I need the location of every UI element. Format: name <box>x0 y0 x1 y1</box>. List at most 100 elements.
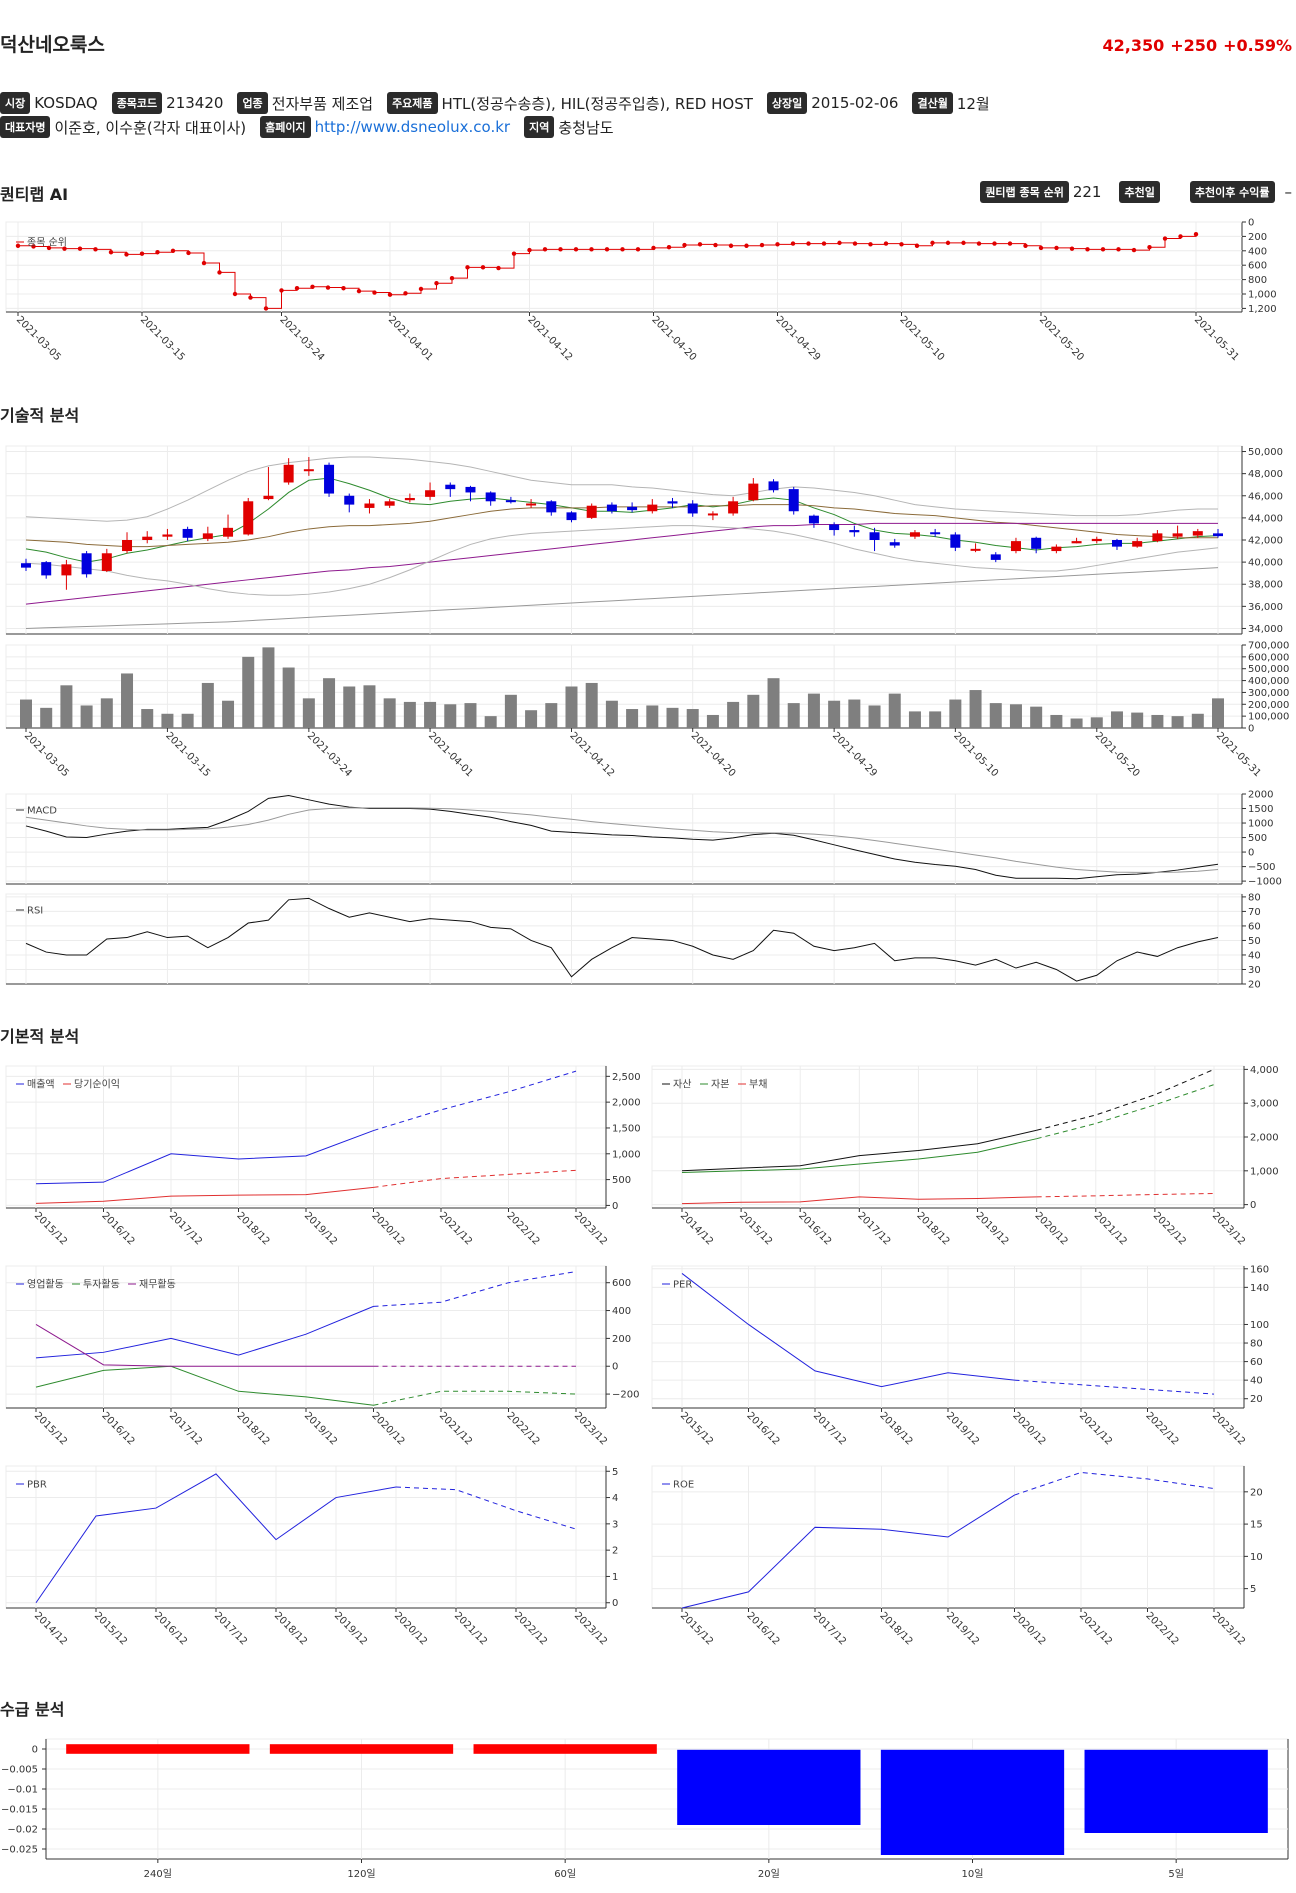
y-tick-label: 30 <box>1248 965 1261 976</box>
balance-series-estimate <box>1036 1068 1215 1131</box>
volume-bar <box>525 710 538 728</box>
candle-body <box>303 469 314 472</box>
candle-body <box>1051 546 1062 552</box>
candle-body <box>586 505 597 518</box>
rank-point <box>263 306 269 311</box>
y-tick-label: 1500 <box>1248 804 1273 815</box>
x-tick-label: 2021-04-01 <box>426 730 475 779</box>
volume-bar <box>1131 712 1144 728</box>
x-tick-label: 2014/12 <box>678 1210 715 1247</box>
volume-bar <box>242 656 255 728</box>
per-series-line <box>681 1273 1015 1388</box>
candle-body <box>1152 533 1163 542</box>
y-tick-label: 1,500 <box>612 1123 641 1134</box>
rank-point <box>1147 245 1152 250</box>
x-tick-label: 2021-04-20 <box>689 730 738 779</box>
candle-body <box>788 489 799 512</box>
x-tick-label: 2021-05-31 <box>1192 314 1241 363</box>
candle-body <box>1091 538 1102 542</box>
y-tick-label: −0.025 <box>1 1845 38 1856</box>
volume-bar <box>605 700 618 728</box>
x-tick-label: 2021-04-20 <box>649 314 698 363</box>
volume-bar <box>20 699 32 728</box>
cashflow-series-line <box>35 1365 374 1406</box>
homepage-badge: 홈페이지 <box>260 116 311 138</box>
y-tick-label: 500 <box>612 1175 631 1186</box>
x-tick-label: 10일 <box>962 1868 984 1880</box>
region-badge: 지역 <box>524 116 555 138</box>
volume-bar <box>1050 714 1063 728</box>
x-tick-label: 60일 <box>554 1868 576 1880</box>
supply-bar <box>1084 1749 1268 1833</box>
x-tick-label: 2017/12 <box>811 1410 848 1447</box>
x-tick-label: 2020/12 <box>1033 1210 1070 1247</box>
candle-body <box>505 500 516 503</box>
cashflow-series-line <box>35 1324 374 1367</box>
rank-point <box>961 240 966 246</box>
y-tick-label: 2,000 <box>1250 1133 1279 1144</box>
supply-chart: 0 −0.005 −0.01 −0.015 −0.02 −0.025 240일 120일 60일… <box>1 1738 1289 1880</box>
x-tick-label: 2016/12 <box>796 1210 833 1247</box>
volume-bar <box>80 705 93 728</box>
y-tick-label: 0 <box>1248 218 1254 229</box>
y-tick-label: 20 <box>1250 1394 1263 1405</box>
x-tick-label: 2015/12 <box>678 1610 715 1647</box>
candle-body <box>1071 541 1082 544</box>
volume-bar <box>1191 713 1204 728</box>
x-tick-label: 2021-05-10 <box>951 730 1000 779</box>
y-tick-label: 2,500 <box>612 1072 641 1083</box>
revenue-series-line <box>35 1186 374 1204</box>
x-tick-label: 2021-04-29 <box>773 314 822 363</box>
y-tick-label: −1000 <box>1248 877 1282 888</box>
rank-point <box>1162 236 1168 241</box>
volume-bar <box>201 682 214 728</box>
candle-body <box>1192 531 1203 536</box>
legend-label: PER <box>673 1280 692 1291</box>
rank-point <box>1116 247 1121 252</box>
volume-bar <box>141 709 154 728</box>
rank-point <box>883 241 889 246</box>
candle-body <box>1010 541 1021 552</box>
candle-body <box>647 504 658 512</box>
x-tick-label: 2015/12 <box>32 1210 69 1247</box>
rank-point <box>279 288 284 293</box>
rank-point <box>139 251 145 256</box>
candle-body <box>324 464 335 494</box>
legend-label: 당기순이익 <box>74 1079 120 1091</box>
rank-point <box>1085 247 1090 252</box>
rank-point <box>945 240 951 246</box>
x-tick-label: 2020/12 <box>392 1610 429 1647</box>
candle-body <box>526 503 537 506</box>
volume-bar <box>949 699 962 728</box>
industry-badge: 업종 <box>237 92 268 114</box>
y-tick-label: 40,000 <box>1248 558 1283 569</box>
rank-point <box>744 243 749 248</box>
rank-point <box>527 247 532 253</box>
rank-point <box>868 242 873 247</box>
y-tick-label: 42,000 <box>1248 536 1283 547</box>
rank-point <box>496 265 501 271</box>
candle-body <box>930 532 941 535</box>
legend-label: 투자활동 <box>83 1278 120 1291</box>
rank-point <box>170 248 176 253</box>
info-row-1: 시장 KOSDAQ 종목코드 213420 업종 전자부품 제조업 주요제품 HTL(정… <box>0 92 1004 114</box>
volume-bar <box>868 705 881 728</box>
candle-body <box>970 548 981 551</box>
volume-bar <box>302 698 315 728</box>
rank-point <box>387 292 393 297</box>
x-tick-label: 2017/12 <box>855 1210 892 1247</box>
y-tick-label: 4 <box>612 1493 618 1504</box>
macd-line <box>25 807 1219 873</box>
x-tick-label: 2016/12 <box>99 1410 136 1447</box>
x-tick-label: 2015/12 <box>678 1410 715 1447</box>
x-tick-label: 2018/12 <box>877 1610 914 1647</box>
rec-date-badge: 추천일 <box>1119 181 1160 203</box>
rank-point <box>1023 243 1028 248</box>
homepage-link[interactable]: http://www.dsneolux.co.kr <box>314 118 511 136</box>
rank-point <box>449 275 455 281</box>
candle-body <box>748 483 759 501</box>
volume-bar <box>424 701 437 728</box>
x-tick-label: 2021-05-20 <box>1037 314 1086 363</box>
volume-bar <box>908 711 921 728</box>
balance-series-line <box>681 1129 1037 1172</box>
